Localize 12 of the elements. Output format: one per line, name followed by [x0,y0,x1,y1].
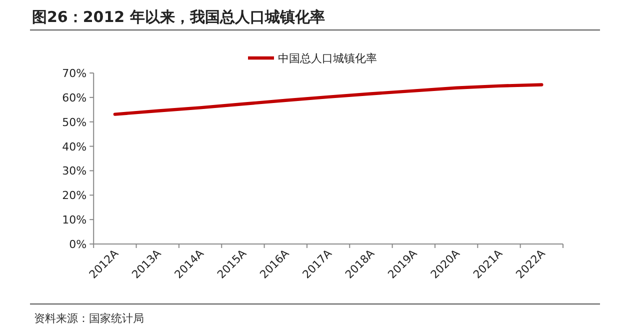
chart-title: 图26：2012 年以来，我国总人口城镇化率 [32,8,325,26]
y-tick-label: 20% [62,189,87,202]
y-tick-label: 70% [62,67,87,80]
y-tick-label: 40% [62,140,87,154]
text: 资料来源：国家统计局 [34,312,144,325]
y-tick-label: 60% [62,91,87,104]
y-tick-label: 0% [69,238,87,251]
line-series [113,83,544,116]
legend-label: 中国总人口城镇化率 [278,52,377,65]
y-tick-label: 10% [62,214,87,227]
y-tick-label: 50% [62,116,87,129]
y-tick-label: 30% [62,164,87,178]
